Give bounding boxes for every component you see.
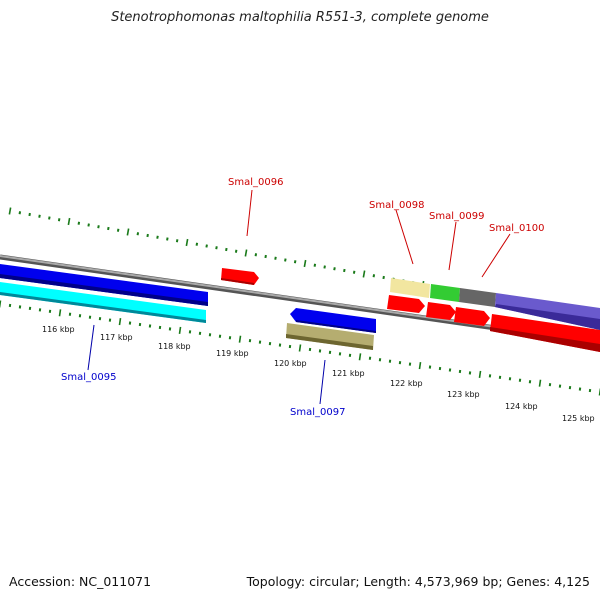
tick-label-120: 120 kbp: [274, 359, 307, 368]
major-tick: [418, 362, 422, 370]
minor-tick: [313, 263, 317, 267]
gene-label-smal-0098[interactable]: Smal_0098: [369, 200, 424, 211]
gene-label-smal-0100[interactable]: Smal_0100: [489, 223, 544, 234]
gene-smal-0097-shade: [296, 320, 376, 333]
gene-labels: Smal_0095 Smal_0096 Smal_0097 Smal_0098 …: [61, 177, 544, 418]
minor-tick: [293, 260, 297, 264]
gene-label-smal-0097[interactable]: Smal_0097: [290, 407, 345, 418]
minor-tick: [48, 216, 51, 220]
major-tick: [538, 379, 542, 387]
cream-feature: [390, 278, 430, 298]
tick-label-117: 117 kbp: [100, 333, 133, 342]
gene-label-smal-0096[interactable]: Smal_0096: [228, 177, 283, 188]
minor-tick: [166, 237, 169, 241]
tick-label-116: 116 kbp: [42, 325, 75, 334]
tan-feature-shade: [286, 334, 373, 350]
minor-tick: [87, 223, 90, 227]
minor-tick: [156, 235, 159, 239]
minor-tick: [234, 249, 238, 253]
minor-tick: [205, 244, 208, 248]
minor-tick: [225, 247, 228, 252]
major-tick: [238, 335, 242, 343]
minor-tick: [38, 214, 41, 218]
minor-tick: [116, 228, 120, 232]
major-tick: [58, 309, 62, 317]
minor-tick: [175, 239, 179, 243]
major-tick: [67, 217, 71, 226]
major-tick: [244, 249, 248, 257]
minor-tick: [372, 274, 376, 278]
genome-summary-text: Topology: circular; Length: 4,573,969 bp…: [246, 574, 590, 589]
minor-tick: [284, 258, 287, 262]
gene-smal-0096-shade: [221, 278, 254, 285]
major-tick: [8, 207, 12, 215]
tick-label-119: 119 kbp: [216, 349, 249, 358]
gene-label-smal-0099[interactable]: Smal_0099: [429, 211, 484, 222]
major-tick: [178, 326, 182, 334]
minor-tick: [77, 221, 81, 225]
minor-tick: [264, 254, 267, 259]
minor-tick: [136, 232, 140, 236]
minor-tick: [215, 246, 218, 250]
minor-tick: [195, 242, 199, 246]
minor-tick: [97, 225, 100, 229]
major-tick: [298, 344, 302, 352]
gene-smal-0097[interactable]: [290, 308, 376, 333]
minor-tick: [382, 275, 385, 280]
kbp-tick-labels: 116 kbp 117 kbp 118 kbp 119 kbp 120 kbp …: [42, 325, 595, 423]
grey-feature: [459, 288, 496, 307]
major-tick: [478, 370, 482, 378]
gene-smal-0100[interactable]: [454, 307, 490, 326]
major-tick: [303, 259, 307, 268]
minor-tick: [343, 268, 346, 273]
minor-tick: [57, 218, 61, 222]
cyan-track-feature: [0, 282, 206, 323]
gene-smal-0095-shade: [0, 274, 208, 306]
red-feature-long-shade: [490, 327, 600, 352]
minor-tick: [352, 270, 356, 274]
minor-tick: [18, 211, 22, 215]
tick-label-118: 118 kbp: [158, 342, 191, 351]
inner-tick-ring: [0, 300, 600, 396]
minor-tick: [333, 267, 336, 271]
major-tick: [358, 353, 362, 361]
minor-tick: [28, 212, 31, 217]
major-tick: [118, 318, 122, 326]
minor-tick: [254, 253, 258, 257]
cyan-track-shade: [0, 292, 206, 323]
tick-label-123: 123 kbp: [447, 390, 480, 399]
gene-label-smal-0095[interactable]: Smal_0095: [61, 372, 116, 383]
gene-features: [0, 264, 600, 352]
purple-feature-shade: [495, 304, 600, 330]
tick-label-125: 125 kbp: [562, 414, 595, 423]
tick-label-122: 122 kbp: [390, 379, 423, 388]
tick-label-124: 124 kbp: [505, 402, 538, 411]
minor-tick: [107, 226, 110, 231]
tick-label-121: 121 kbp: [332, 369, 365, 378]
major-tick: [126, 228, 130, 236]
major-tick: [0, 300, 2, 308]
green-feature: [430, 284, 460, 302]
map-title: Stenotrophomonas maltophilia R551-3, com…: [111, 10, 489, 25]
minor-tick: [274, 256, 277, 260]
major-tick: [185, 238, 189, 247]
major-tick: [362, 270, 366, 278]
accession-text: Accession: NC_011071: [9, 574, 152, 589]
gene-callouts: [87, 189, 511, 405]
minor-tick: [146, 233, 149, 238]
gene-smal-0098[interactable]: [387, 295, 425, 313]
gene-smal-0099[interactable]: [426, 302, 456, 320]
minor-tick: [323, 265, 326, 269]
